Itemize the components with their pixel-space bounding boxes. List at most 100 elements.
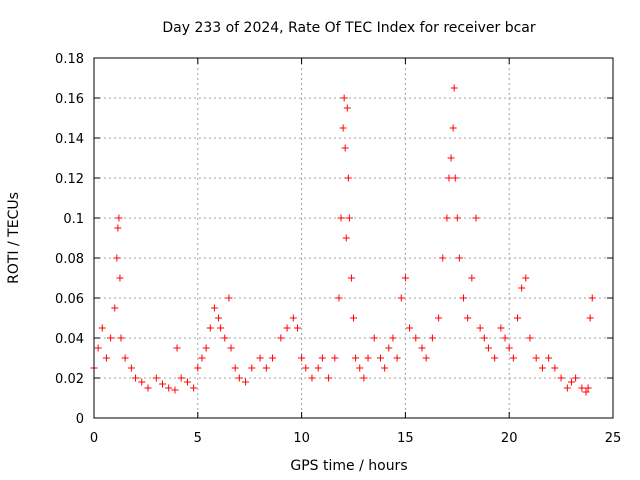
data-point xyxy=(159,380,167,388)
data-point xyxy=(393,354,401,362)
data-point xyxy=(445,174,453,182)
data-point xyxy=(221,334,229,342)
data-point xyxy=(509,354,517,362)
data-point xyxy=(545,354,553,362)
y-tick-label: 0 xyxy=(76,412,84,427)
data-point xyxy=(422,354,430,362)
data-point xyxy=(210,304,218,312)
data-point xyxy=(557,374,565,382)
data-point xyxy=(177,374,185,382)
data-point xyxy=(269,354,277,362)
data-point xyxy=(584,384,592,392)
data-point xyxy=(325,374,333,382)
data-point xyxy=(121,354,129,362)
data-point xyxy=(107,334,115,342)
grid-lines xyxy=(94,58,613,418)
data-point xyxy=(412,334,420,342)
data-point xyxy=(114,224,122,232)
data-point xyxy=(450,84,458,92)
data-point xyxy=(302,364,310,372)
data-point xyxy=(341,144,349,152)
data-point xyxy=(116,274,124,282)
data-point xyxy=(194,364,202,372)
data-point xyxy=(111,304,119,312)
data-point xyxy=(582,388,590,396)
data-point xyxy=(532,354,540,362)
data-point xyxy=(497,324,505,332)
data-point xyxy=(117,334,125,342)
data-point xyxy=(406,324,414,332)
data-point xyxy=(352,354,360,362)
x-tick-label: 5 xyxy=(194,431,202,446)
data-point xyxy=(227,344,235,352)
x-tick-label: 25 xyxy=(605,431,622,446)
data-point xyxy=(165,384,173,392)
data-point xyxy=(449,124,457,132)
data-point xyxy=(389,334,397,342)
x-tick-label: 0 xyxy=(90,431,98,446)
data-point xyxy=(476,324,484,332)
data-point xyxy=(464,314,472,322)
data-point xyxy=(588,294,596,302)
data-point xyxy=(567,378,575,386)
data-point xyxy=(370,334,378,342)
data-point xyxy=(248,364,256,372)
data-point xyxy=(381,364,389,372)
data-point xyxy=(335,294,343,302)
data-point xyxy=(337,214,345,222)
y-tick-label: 0.12 xyxy=(55,172,84,187)
data-point xyxy=(578,384,586,392)
data-point xyxy=(551,364,559,372)
y-axis-label: ROTI / TECUs xyxy=(6,192,22,284)
data-point xyxy=(289,314,297,322)
data-point xyxy=(293,324,301,332)
data-point xyxy=(522,274,530,282)
data-point xyxy=(428,334,436,342)
data-point xyxy=(356,364,364,372)
data-point xyxy=(586,314,594,322)
data-point xyxy=(344,174,352,182)
data-point xyxy=(339,124,347,132)
data-point xyxy=(443,214,451,222)
data-point xyxy=(298,354,306,362)
data-point xyxy=(435,314,443,322)
chart-title: Day 233 of 2024, Rate Of TEC Index for r… xyxy=(162,20,536,36)
x-axis-label: GPS time / hours xyxy=(290,458,407,474)
data-point xyxy=(152,374,160,382)
data-point xyxy=(439,254,447,262)
plot-frame xyxy=(93,57,614,419)
data-point xyxy=(572,374,580,382)
data-point xyxy=(340,94,348,102)
data-point xyxy=(183,378,191,386)
data-points xyxy=(90,84,596,396)
data-point xyxy=(144,384,152,392)
data-point xyxy=(451,174,459,182)
y-tick-label: 0.06 xyxy=(55,292,84,307)
data-point xyxy=(331,354,339,362)
data-point xyxy=(401,274,409,282)
data-point xyxy=(215,314,223,322)
data-point xyxy=(350,314,357,322)
data-point xyxy=(563,384,571,392)
x-tick-label: 15 xyxy=(397,431,414,446)
data-point xyxy=(468,274,476,282)
data-point xyxy=(376,354,384,362)
data-point xyxy=(397,294,405,302)
data-point xyxy=(538,364,546,372)
data-point xyxy=(127,364,135,372)
data-point xyxy=(94,344,102,352)
data-point xyxy=(364,354,372,362)
data-point xyxy=(318,354,326,362)
data-point xyxy=(455,254,463,262)
data-point xyxy=(347,274,355,282)
data-point xyxy=(198,354,206,362)
data-point xyxy=(514,314,522,322)
data-point xyxy=(385,344,393,352)
data-point xyxy=(217,324,225,332)
data-point xyxy=(453,214,461,222)
data-point xyxy=(447,154,455,162)
data-point xyxy=(277,334,285,342)
data-point xyxy=(102,354,110,362)
data-point xyxy=(206,324,214,332)
